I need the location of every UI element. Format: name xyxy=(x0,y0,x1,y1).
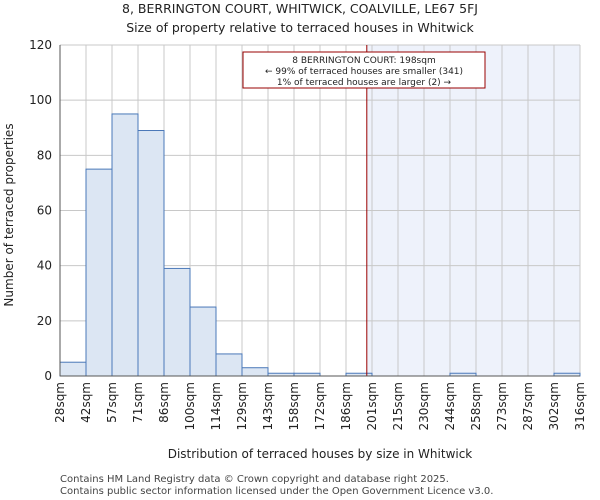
x-tick-label: 316sqm xyxy=(573,382,587,430)
x-tick-label: 273sqm xyxy=(495,382,509,430)
x-tick-label: 258sqm xyxy=(469,382,483,430)
x-tick-label: 287sqm xyxy=(521,382,535,430)
plot-area: 0 20 40 60 80 100 120 28sqm 42sqm 57sqm 71sqm 86sqm… xyxy=(29,38,587,430)
x-tick-label: 42sqm xyxy=(79,382,93,423)
x-tick-label: 230sqm xyxy=(417,382,431,430)
bar xyxy=(111,113,139,377)
annotation-line: 8 BERRINGTON COURT: 198sqm xyxy=(292,56,435,66)
chart-title: 8, BERRINGTON COURT, WHITWICK, COALVILLE… xyxy=(122,1,478,16)
x-tick-label: 100sqm xyxy=(183,382,197,430)
y-tick-label: 60 xyxy=(37,204,52,218)
chart-subtitle: Size of property relative to terraced ho… xyxy=(126,20,474,35)
bar xyxy=(189,306,217,377)
footer-line-1: Contains HM Land Registry data © Crown c… xyxy=(60,474,449,485)
x-tick-label: 244sqm xyxy=(443,382,457,430)
x-tick-label: 302sqm xyxy=(547,382,561,430)
x-tick-label: 158sqm xyxy=(287,382,301,430)
x-tick-label: 172sqm xyxy=(313,382,327,430)
x-tick-label: 201sqm xyxy=(365,382,379,430)
bar xyxy=(85,168,113,377)
bar xyxy=(59,361,87,377)
x-tick-label: 57sqm xyxy=(105,382,119,423)
x-axis-label: Distribution of terraced houses by size … xyxy=(168,447,473,461)
y-tick-label: 20 xyxy=(37,314,52,328)
annotation-line: 1% of terraced houses are larger (2) → xyxy=(277,78,452,88)
y-tick-label: 100 xyxy=(29,93,52,107)
bar xyxy=(215,353,243,377)
y-tick-label: 40 xyxy=(37,259,52,273)
y-tick-label: 120 xyxy=(29,38,52,52)
y-axis-label: Number of terraced properties xyxy=(2,123,16,306)
x-tick-label: 28sqm xyxy=(53,382,67,423)
x-tick-label: 71sqm xyxy=(131,382,145,423)
x-tick-label: 129sqm xyxy=(235,382,249,430)
annotation-line: ← 99% of terraced houses are smaller (34… xyxy=(265,67,463,77)
x-tick-label: 186sqm xyxy=(339,382,353,430)
y-tick-label: 0 xyxy=(44,369,52,383)
x-tick-label: 86sqm xyxy=(157,382,171,423)
y-tick-label: 80 xyxy=(37,148,52,162)
annotation-box xyxy=(242,51,486,89)
bar xyxy=(163,267,191,377)
footer-line-2: Contains public sector information licen… xyxy=(60,486,493,497)
x-tick-label: 143sqm xyxy=(261,382,275,430)
x-tick-label: 114sqm xyxy=(209,382,223,430)
bar xyxy=(241,367,269,377)
x-tick-label: 215sqm xyxy=(391,382,405,430)
bar xyxy=(137,130,165,377)
